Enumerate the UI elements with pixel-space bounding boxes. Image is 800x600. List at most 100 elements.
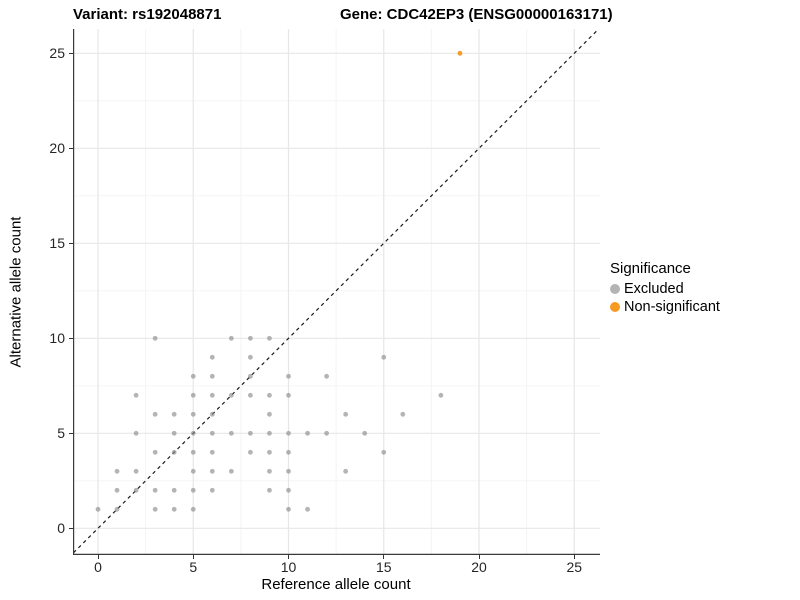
data-point-excluded — [209, 487, 215, 493]
data-point-excluded — [171, 430, 177, 436]
data-point-excluded — [190, 506, 196, 512]
data-point-excluded — [209, 373, 215, 379]
data-point-excluded — [228, 335, 234, 341]
data-point-excluded — [152, 411, 158, 417]
data-point-excluded — [190, 392, 196, 398]
data-point-excluded — [228, 392, 234, 398]
data-point-excluded — [286, 487, 291, 493]
data-point-excluded — [133, 487, 139, 493]
plot-panel — [73, 29, 600, 555]
y-tick-label: 25 — [49, 45, 65, 62]
data-point-excluded — [190, 430, 196, 436]
data-point-excluded — [152, 487, 158, 493]
data-point-excluded — [267, 411, 272, 417]
data-point-excluded — [114, 506, 120, 512]
data-point-excluded — [381, 449, 387, 455]
x-tick-mark — [192, 555, 194, 559]
data-point-excluded — [286, 430, 291, 436]
data-point-excluded — [324, 430, 329, 436]
data-point-excluded — [152, 506, 158, 512]
data-point-excluded — [267, 392, 272, 398]
data-point-excluded — [248, 335, 253, 341]
y-tick-mark — [68, 527, 73, 529]
y-tick-mark — [68, 432, 73, 434]
data-point-excluded — [305, 506, 310, 512]
variant-title: Variant: rs192048871 — [73, 6, 222, 23]
x-tick-mark — [478, 555, 480, 559]
data-point-excluded — [286, 506, 291, 512]
data-point-excluded — [267, 335, 272, 341]
x-tick-label: 10 — [280, 559, 297, 575]
data-point-excluded — [171, 449, 177, 455]
legend-title: Significance — [610, 260, 691, 277]
legend-item-non-significant: Non-significant — [610, 298, 720, 316]
data-point-excluded — [228, 430, 234, 436]
x-tick-mark — [573, 555, 575, 559]
data-point-excluded — [114, 487, 120, 493]
y-tick-mark — [68, 337, 73, 339]
data-point-excluded — [171, 487, 177, 493]
data-point-excluded — [190, 487, 196, 493]
excluded-point-icon — [610, 284, 620, 294]
data-point-excluded — [248, 354, 253, 360]
y-tick-label: 10 — [49, 330, 65, 347]
y-tick-mark — [68, 52, 73, 54]
data-point-excluded — [343, 411, 349, 417]
data-point-excluded — [114, 468, 120, 474]
gene-title: Gene: CDC42EP3 (ENSG00000163171) — [340, 6, 613, 23]
data-point-excluded — [209, 354, 215, 360]
y-tick-mark — [68, 147, 73, 149]
data-point-excluded — [209, 430, 215, 436]
data-point-excluded — [133, 430, 139, 436]
data-point-excluded — [267, 430, 272, 436]
y-tick-label: 5 — [57, 425, 65, 442]
data-point-excluded — [133, 392, 139, 398]
y-tick-label: 20 — [49, 140, 65, 157]
x-tick-label: 20 — [471, 559, 487, 575]
identity-line — [73, 29, 600, 555]
x-tick-mark — [288, 555, 289, 559]
legend-item-excluded: Excluded — [610, 280, 720, 298]
data-point-excluded — [324, 373, 329, 379]
data-point-excluded — [267, 468, 272, 474]
x-tick-label: 0 — [94, 559, 102, 575]
y-tick-mark — [68, 242, 73, 244]
data-point-excluded — [171, 506, 177, 512]
legend-label-non-significant: Non-significant — [624, 299, 720, 315]
data-point-excluded — [286, 468, 291, 474]
data-point-excluded — [228, 468, 234, 474]
non-significant-point-icon — [610, 302, 620, 312]
data-point-excluded — [267, 487, 272, 493]
data-point-non-significant — [457, 50, 463, 56]
x-tick-label: 15 — [375, 559, 392, 575]
data-point-excluded — [209, 449, 215, 455]
x-tick-mark — [97, 555, 99, 559]
data-point-excluded — [248, 430, 253, 436]
data-point-excluded — [190, 373, 196, 379]
y-axis-title: Alternative allele count — [7, 216, 25, 368]
data-point-excluded — [190, 468, 196, 474]
data-point-excluded — [248, 449, 253, 455]
legend-label-excluded: Excluded — [624, 281, 684, 297]
data-point-excluded — [152, 449, 158, 455]
data-point-excluded — [133, 468, 139, 474]
data-point-excluded — [209, 468, 215, 474]
data-point-excluded — [305, 430, 310, 436]
data-point-excluded — [286, 373, 291, 379]
data-point-excluded — [95, 506, 101, 512]
data-point-excluded — [286, 449, 291, 455]
data-point-excluded — [362, 430, 368, 436]
x-tick-mark — [383, 555, 385, 559]
data-point-excluded — [190, 411, 196, 417]
data-point-excluded — [400, 411, 406, 417]
data-point-excluded — [381, 354, 387, 360]
data-point-excluded — [190, 449, 196, 455]
data-point-excluded — [267, 449, 272, 455]
data-point-excluded — [152, 335, 158, 341]
data-point-excluded — [343, 468, 349, 474]
data-point-excluded — [248, 373, 253, 379]
y-tick-label: 0 — [57, 520, 65, 537]
x-tick-label: 25 — [566, 559, 583, 575]
x-axis-title: Reference allele count — [261, 576, 411, 593]
